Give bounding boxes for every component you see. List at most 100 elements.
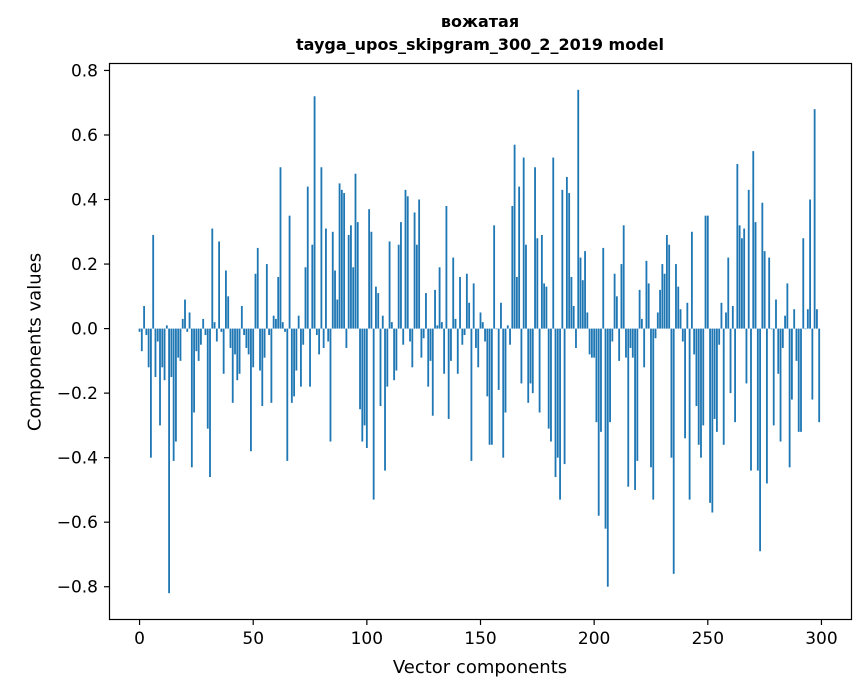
bar [277, 276, 280, 329]
bar [425, 293, 427, 329]
bar [504, 328, 507, 413]
bar [663, 273, 666, 329]
bar [575, 328, 577, 348]
bar [495, 328, 498, 330]
bar [438, 267, 441, 329]
bar [577, 89, 580, 329]
x-tick-label: 150 [464, 629, 496, 649]
bar [634, 328, 636, 490]
bar [640, 318, 643, 329]
y-tick-label: −0.2 [57, 384, 98, 404]
bar [806, 309, 809, 329]
bar [406, 196, 409, 329]
bar [275, 318, 277, 329]
bar [604, 328, 607, 529]
bar [740, 238, 743, 329]
bar [172, 328, 175, 461]
bar [184, 299, 186, 329]
bar [768, 257, 771, 329]
bar [456, 328, 459, 374]
bar [738, 225, 741, 329]
bar [309, 328, 311, 387]
bar [565, 176, 568, 329]
bar [729, 328, 732, 394]
bar [622, 225, 625, 329]
bar [454, 318, 457, 329]
x-tick-label: 0 [134, 629, 145, 649]
bar [788, 328, 791, 468]
bar [325, 228, 327, 329]
bar [329, 328, 332, 442]
bar [443, 328, 446, 374]
bar [386, 328, 389, 387]
bar [377, 293, 380, 329]
bar [809, 199, 811, 329]
bar [620, 264, 623, 329]
y-axis-ticks: −0.8 −0.6 −0.4 −0.2 0.0 0.2 0.4 0.6 0.8 [57, 61, 110, 598]
bar [518, 186, 521, 329]
bar [315, 328, 318, 336]
bar [177, 328, 180, 358]
bar [734, 328, 736, 423]
bar [400, 222, 402, 329]
x-tick-label: 300 [805, 629, 837, 649]
bar [534, 167, 536, 329]
bar [440, 322, 443, 329]
bar [654, 328, 657, 339]
bar [731, 306, 734, 329]
bar [265, 264, 268, 329]
bar [704, 215, 707, 329]
bar [202, 318, 205, 329]
bar [784, 315, 786, 329]
bar [579, 257, 582, 329]
bar [188, 312, 191, 329]
bar [638, 289, 641, 329]
bar [227, 296, 230, 329]
bar [675, 264, 677, 329]
bar [677, 286, 680, 329]
bar [611, 328, 614, 342]
bar [790, 328, 793, 400]
bar [502, 328, 505, 458]
bar [418, 199, 421, 329]
bar [695, 328, 698, 407]
bar [816, 309, 818, 329]
bar [552, 157, 555, 329]
bar [356, 222, 359, 329]
bar [722, 328, 725, 445]
bar [290, 328, 293, 403]
bar [811, 328, 814, 400]
bar [168, 328, 171, 594]
bar [520, 328, 523, 384]
y-tick-label: 0.8 [71, 61, 98, 81]
bar [590, 328, 593, 358]
bar [527, 328, 530, 403]
bar [679, 309, 682, 329]
bar [618, 328, 621, 361]
bar [488, 328, 491, 445]
bar [318, 328, 321, 355]
bar [447, 328, 450, 419]
bar [340, 189, 343, 329]
bar [818, 328, 821, 423]
bar [204, 328, 207, 336]
bar [352, 267, 355, 329]
bar [595, 328, 598, 423]
bar [370, 231, 373, 329]
bar [736, 164, 739, 329]
bar [281, 322, 284, 329]
bar [163, 328, 166, 381]
bar [145, 328, 148, 336]
bar [668, 244, 671, 329]
bar [497, 328, 500, 390]
bar [800, 328, 802, 432]
bar [236, 328, 239, 381]
bar [393, 328, 396, 381]
bar [475, 328, 477, 348]
bar [547, 328, 550, 429]
bar [431, 328, 434, 416]
bar [186, 328, 189, 332]
bar [629, 328, 632, 348]
bar [434, 289, 436, 329]
bar [613, 273, 616, 329]
